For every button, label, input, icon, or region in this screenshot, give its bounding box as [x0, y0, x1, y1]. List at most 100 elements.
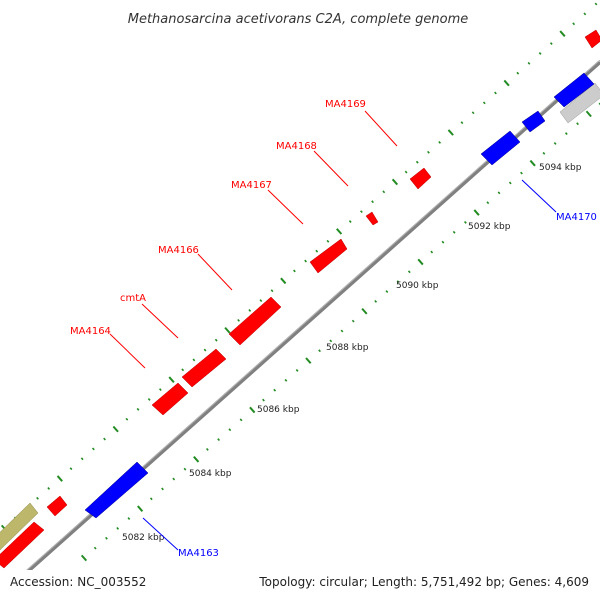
gene-cmta[interactable]	[181, 348, 227, 388]
tick-mark	[183, 467, 187, 471]
gene-label-ma4164[interactable]: MA4164	[70, 326, 111, 337]
reverse-genes	[84, 72, 595, 519]
tick-mark	[447, 129, 454, 136]
tick-mark	[463, 221, 467, 224]
tick-mark	[36, 496, 39, 500]
tick-mark	[237, 318, 240, 322]
tick-mark	[486, 201, 490, 205]
tick-mark	[360, 210, 363, 214]
gene-label-ma4169[interactable]: MA4169	[325, 99, 366, 110]
inner-tick-marks	[80, 102, 600, 562]
tick-mark	[520, 171, 523, 175]
tick-mark	[529, 159, 536, 167]
tick-mark	[125, 417, 129, 421]
tick-mark	[56, 475, 63, 482]
tick-mark	[136, 407, 140, 411]
tick-mark	[203, 348, 207, 352]
accession-text: Accession: NC_003552	[10, 575, 146, 589]
tick-mark	[168, 376, 175, 383]
tick-mark	[583, 12, 587, 16]
gene-ma4163[interactable]	[84, 461, 149, 519]
tick-mark	[259, 299, 263, 303]
tick-mark	[273, 388, 277, 392]
gene-label-ma4170[interactable]: MA4170	[556, 212, 597, 223]
gene-ma4166[interactable]	[228, 296, 282, 346]
tick-mark	[585, 110, 592, 118]
tick-mark	[161, 487, 164, 491]
gene-ma4169[interactable]	[409, 167, 432, 190]
tick-mark	[293, 269, 296, 273]
gene-ma4170[interactable]	[480, 130, 521, 166]
leader-ma4163	[142, 517, 179, 551]
gene-label-ma4166[interactable]: MA4166	[158, 245, 199, 256]
tick-mark	[415, 160, 419, 164]
tick-mark	[473, 209, 480, 216]
tick-mark	[482, 101, 486, 105]
tick-mark	[127, 517, 131, 520]
tick-mark	[538, 52, 542, 55]
tick-mark	[103, 437, 106, 441]
tick-mark	[594, 2, 598, 6]
tick-mark	[336, 228, 343, 235]
tick-mark	[112, 425, 119, 433]
tick-mark	[270, 289, 274, 293]
tick-mark	[262, 398, 265, 402]
tick-mark	[214, 338, 218, 342]
tick-mark	[598, 102, 600, 106]
tick-mark	[224, 326, 231, 334]
tick-mark	[576, 122, 579, 126]
tick-mark	[404, 170, 408, 174]
tick-mark	[542, 151, 546, 155]
gene-feature-blue-right[interactable]	[553, 72, 595, 108]
scale-label: 5084 kbp	[189, 469, 232, 479]
tick-mark	[326, 239, 330, 243]
gene-label-ma4163[interactable]: MA4163	[178, 548, 219, 559]
tick-mark	[280, 277, 287, 285]
gene-ma4167[interactable]	[309, 238, 348, 274]
feature-tan[interactable]	[0, 502, 39, 551]
tick-mark	[348, 220, 352, 223]
scale-label: 5088 kbp	[326, 343, 369, 353]
tick-mark	[340, 329, 344, 333]
tick-mark	[374, 299, 378, 303]
tick-mark	[329, 339, 333, 343]
label-leaders	[109, 110, 557, 551]
tick-mark	[295, 369, 299, 372]
gene-feature-small-red[interactable]	[46, 495, 68, 517]
tick-mark	[497, 191, 501, 195]
gene-feature-blue-small[interactable]	[521, 110, 546, 133]
tick-mark	[47, 487, 51, 490]
gene-label-ma4168[interactable]: MA4168	[276, 141, 317, 152]
tick-mark	[205, 448, 209, 451]
leader-ma4167	[267, 189, 304, 225]
gene-feature-left-red[interactable]	[0, 521, 45, 569]
gene-label-ma4167[interactable]: MA4167	[231, 180, 272, 191]
tick-mark	[315, 249, 319, 253]
scale-label: 5094 kbp	[539, 163, 582, 173]
tick-mark	[318, 349, 321, 353]
tick-mark	[69, 467, 73, 471]
gene-ma4164[interactable]	[151, 382, 189, 416]
tick-mark	[304, 259, 307, 263]
tick-mark	[417, 258, 424, 266]
tick-mark	[193, 456, 200, 463]
tick-mark	[371, 200, 374, 204]
tick-mark	[181, 368, 185, 372]
leader-ma4170	[521, 179, 557, 213]
tick-mark	[396, 280, 400, 284]
footer-background	[0, 570, 600, 600]
leader-ma4168	[313, 150, 349, 187]
tick-mark	[430, 250, 434, 254]
tick-mark	[553, 142, 557, 145]
tick-mark	[508, 181, 512, 185]
genome-info-text: Topology: circular; Length: 5,751,492 bp…	[258, 575, 589, 589]
tick-mark	[527, 61, 531, 65]
gene-feature-top-red[interactable]	[584, 29, 600, 49]
tick-mark	[441, 240, 445, 244]
tick-mark	[385, 290, 389, 293]
gene-label-cmta[interactable]: cmtA	[120, 293, 146, 304]
tick-mark	[80, 554, 88, 562]
gene-ma4168[interactable]	[365, 211, 379, 226]
tick-mark	[149, 497, 153, 501]
feature-grey[interactable]	[559, 82, 600, 124]
